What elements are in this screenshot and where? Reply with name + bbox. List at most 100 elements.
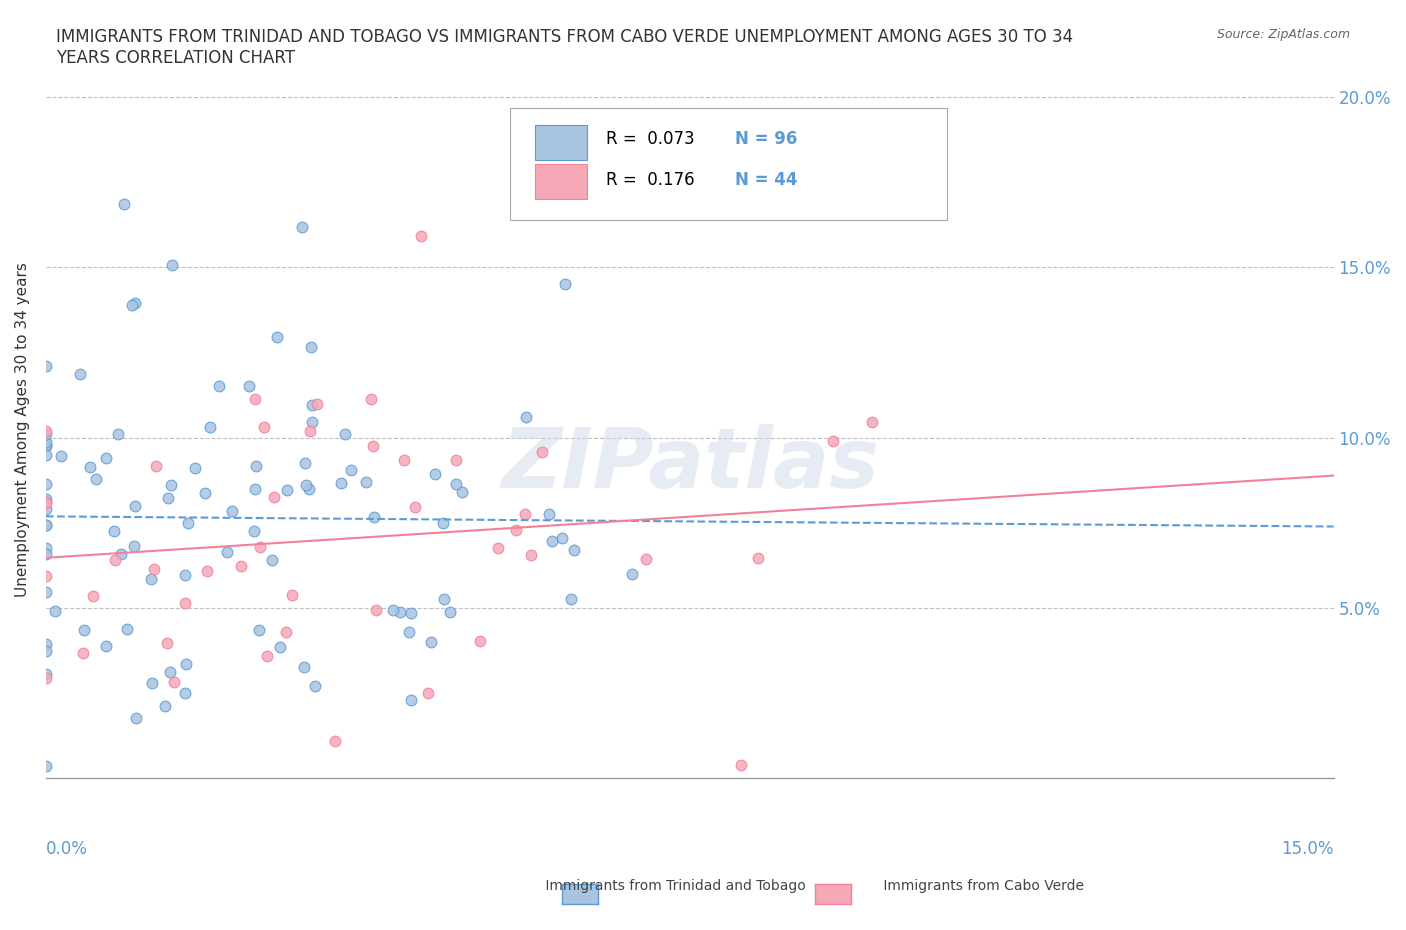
Immigrants from Trinidad and Tobago [157,490,180,505]
Immigrants from Trinidad and Tobago [538,507,561,522]
Immigrants from Cabo Verde [35,568,58,583]
Immigrants from Cabo Verde [104,552,127,567]
Immigrants from Trinidad and Tobago [35,644,58,658]
Immigrants from Cabo Verde [35,671,58,685]
Immigrants from Trinidad and Tobago [295,478,318,493]
Immigrants from Trinidad and Tobago [208,379,231,393]
Immigrants from Trinidad and Tobago [291,219,314,234]
Immigrants from Cabo Verde [145,458,167,473]
Immigrants from Cabo Verde [515,507,537,522]
Immigrants from Trinidad and Tobago [51,448,73,463]
Immigrants from Cabo Verde [195,564,218,578]
Immigrants from Cabo Verde [530,445,553,459]
Immigrants from Cabo Verde [82,589,104,604]
Immigrants from Trinidad and Tobago [103,524,125,538]
Immigrants from Trinidad and Tobago [176,516,198,531]
Text: IMMIGRANTS FROM TRINIDAD AND TOBAGO VS IMMIGRANTS FROM CABO VERDE UNEMPLOYMENT A: IMMIGRANTS FROM TRINIDAD AND TOBAGO VS I… [56,28,1073,67]
Immigrants from Cabo Verde [416,685,439,700]
Immigrants from Cabo Verde [35,495,58,510]
Immigrants from Trinidad and Tobago [354,475,377,490]
Immigrants from Trinidad and Tobago [247,622,270,637]
Immigrants from Trinidad and Tobago [173,685,195,700]
Immigrants from Cabo Verde [256,648,278,663]
Immigrants from Trinidad and Tobago [276,483,298,498]
Immigrants from Trinidad and Tobago [388,604,411,619]
Immigrants from Trinidad and Tobago [35,546,58,561]
Immigrants from Trinidad and Tobago [173,567,195,582]
Immigrants from Trinidad and Tobago [301,339,323,354]
Immigrants from Trinidad and Tobago [301,415,323,430]
Immigrants from Trinidad and Tobago [69,366,91,381]
Immigrants from Trinidad and Tobago [621,566,644,581]
Immigrants from Trinidad and Tobago [363,510,385,525]
Immigrants from Trinidad and Tobago [266,329,288,344]
Immigrants from Trinidad and Tobago [110,547,132,562]
Immigrants from Trinidad and Tobago [245,458,267,473]
Immigrants from Trinidad and Tobago [35,541,58,556]
Immigrants from Trinidad and Tobago [35,667,58,682]
Text: R =  0.176: R = 0.176 [606,171,695,189]
Immigrants from Trinidad and Tobago [439,604,461,619]
Immigrants from Trinidad and Tobago [79,459,101,474]
Immigrants from Trinidad and Tobago [554,276,576,291]
Immigrants from Trinidad and Tobago [515,410,537,425]
Immigrants from Trinidad and Tobago [160,258,183,272]
Immigrants from Trinidad and Tobago [124,295,146,310]
Immigrants from Trinidad and Tobago [94,638,117,653]
Immigrants from Trinidad and Tobago [125,711,148,725]
Immigrants from Trinidad and Tobago [243,482,266,497]
Immigrants from Trinidad and Tobago [35,759,58,774]
Immigrants from Trinidad and Tobago [176,657,198,671]
Immigrants from Cabo Verde [274,625,297,640]
Immigrants from Cabo Verde [730,758,752,773]
Immigrants from Cabo Verde [361,438,384,453]
Immigrants from Cabo Verde [394,453,416,468]
Immigrants from Trinidad and Tobago [35,434,58,449]
Immigrants from Cabo Verde [298,424,321,439]
Immigrants from Cabo Verde [505,523,527,538]
Immigrants from Trinidad and Tobago [382,602,405,617]
Immigrants from Trinidad and Tobago [398,624,420,639]
Text: Immigrants from Trinidad and Tobago: Immigrants from Trinidad and Tobago [506,879,806,893]
Immigrants from Cabo Verde [404,499,426,514]
Immigrants from Trinidad and Tobago [399,605,422,620]
Immigrants from Trinidad and Tobago [35,426,58,441]
Immigrants from Trinidad and Tobago [153,698,176,713]
Text: Immigrants from Cabo Verde: Immigrants from Cabo Verde [844,879,1084,893]
Immigrants from Cabo Verde [468,634,491,649]
Immigrants from Trinidad and Tobago [94,451,117,466]
Immigrants from Trinidad and Tobago [124,498,146,513]
Immigrants from Trinidad and Tobago [238,379,260,394]
Immigrants from Cabo Verde [520,548,543,563]
FancyBboxPatch shape [536,126,586,160]
Immigrants from Trinidad and Tobago [107,426,129,441]
Immigrants from Trinidad and Tobago [242,524,264,538]
Text: ZIPatlas: ZIPatlas [501,424,879,505]
Immigrants from Cabo Verde [360,392,382,406]
Immigrants from Cabo Verde [281,588,304,603]
Immigrants from Trinidad and Tobago [112,196,135,211]
Immigrants from Trinidad and Tobago [432,515,454,530]
Immigrants from Trinidad and Tobago [420,635,443,650]
Immigrants from Trinidad and Tobago [35,518,58,533]
Immigrants from Trinidad and Tobago [35,636,58,651]
Immigrants from Trinidad and Tobago [401,693,423,708]
Immigrants from Cabo Verde [156,636,179,651]
Immigrants from Cabo Verde [486,540,509,555]
Immigrants from Trinidad and Tobago [35,359,58,374]
Immigrants from Cabo Verde [163,674,186,689]
Immigrants from Trinidad and Tobago [423,466,446,481]
Immigrants from Cabo Verde [35,424,58,439]
Immigrants from Cabo Verde [860,415,883,430]
Immigrants from Trinidad and Tobago [260,552,283,567]
Immigrants from Trinidad and Tobago [44,604,66,618]
Text: N = 44: N = 44 [735,171,797,189]
FancyBboxPatch shape [536,164,586,199]
Immigrants from Cabo Verde [173,595,195,610]
Immigrants from Trinidad and Tobago [35,501,58,516]
Immigrants from Cabo Verde [72,645,94,660]
Immigrants from Trinidad and Tobago [433,591,456,606]
Immigrants from Cabo Verde [249,539,271,554]
Immigrants from Trinidad and Tobago [73,622,96,637]
Immigrants from Trinidad and Tobago [330,476,353,491]
